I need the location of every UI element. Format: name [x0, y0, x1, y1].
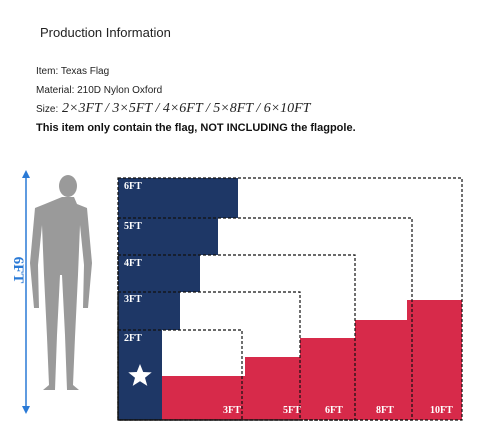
width-tag: 3FT [223, 405, 241, 416]
note: This item only contain the flag, NOT INC… [36, 122, 356, 134]
width-tag: 6FT [325, 405, 343, 416]
height-tag: 3FT [124, 294, 142, 305]
height-tag: 4FT [124, 258, 142, 269]
height-tag: 2FT [124, 333, 142, 344]
material: Material: 210D Nylon Oxford [36, 85, 162, 96]
height-tag: 6FT [124, 181, 142, 192]
size-value: 2×3FT / 3×5FT / 4×6FT / 5×8FT / 6×10FT [62, 101, 312, 116]
width-tag: 8FT [376, 405, 394, 416]
height-tag: 5FT [124, 221, 142, 232]
width-tag: 10FT [430, 405, 453, 416]
silhouette [30, 175, 92, 390]
title: Production Information [40, 25, 171, 40]
height-label: 6FT [10, 257, 26, 284]
width-tag: 5FT [283, 405, 301, 416]
flag [117, 177, 463, 421]
height-arrow [22, 170, 30, 414]
size-label: Size: [36, 104, 58, 115]
item: Item: Texas Flag [36, 66, 109, 77]
